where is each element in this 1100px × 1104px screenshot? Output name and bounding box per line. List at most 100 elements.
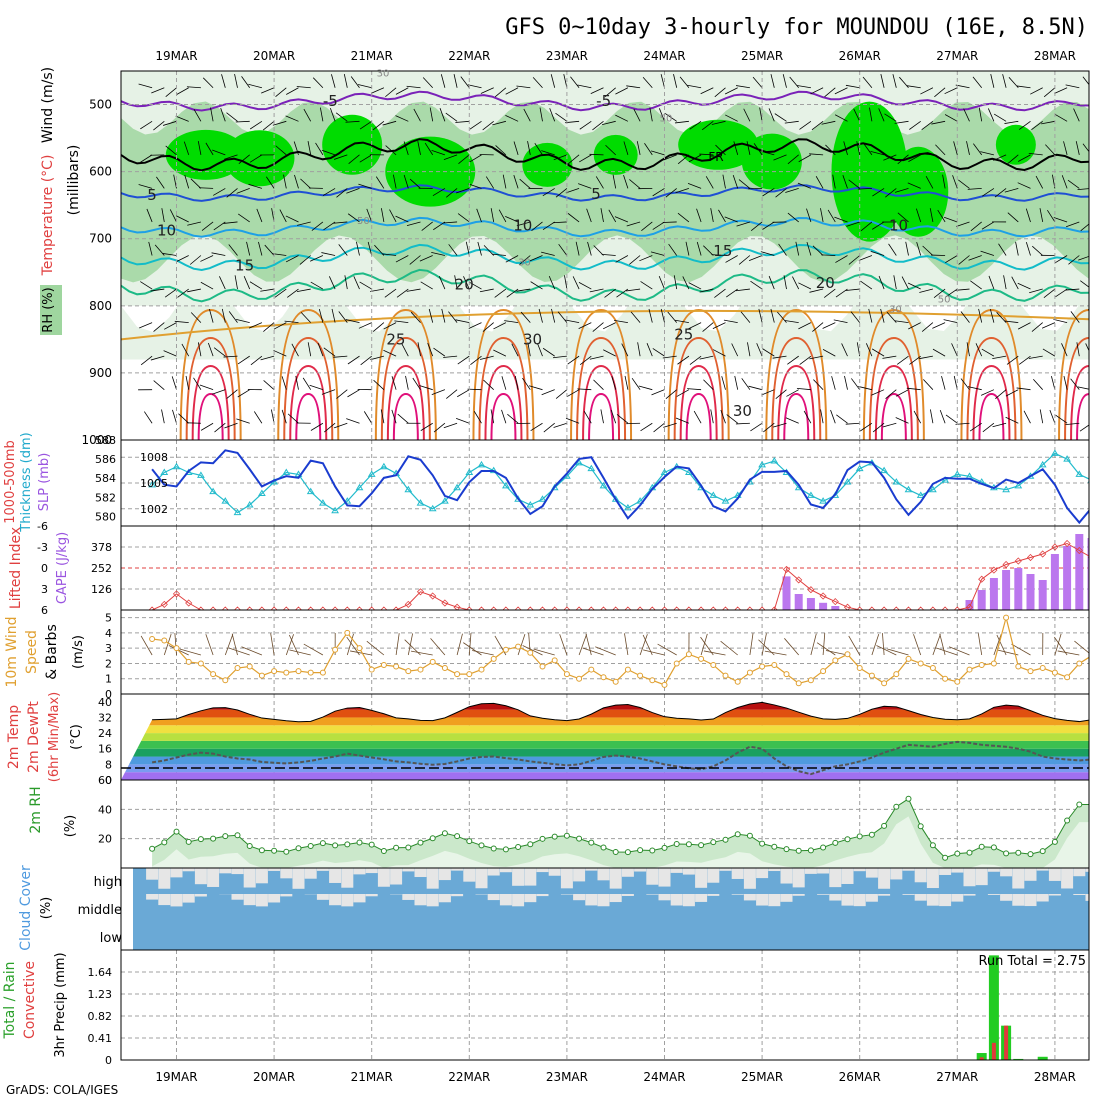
wind-barb-10m <box>624 633 627 655</box>
slp-ytick-label: 1008 <box>140 451 168 464</box>
rh-point <box>186 839 191 844</box>
ylabel-rh: RH (%) <box>41 287 56 332</box>
cloud-gap <box>256 868 268 883</box>
wind-barb <box>797 388 811 389</box>
rh-point <box>808 848 813 853</box>
cloud-level-label: middle <box>78 903 122 918</box>
wind-barb <box>593 380 603 390</box>
wind-barb <box>1053 319 1067 322</box>
wind-speed-point <box>174 646 179 651</box>
cloud-gap <box>1086 868 1098 872</box>
wind-barb-10m <box>469 633 471 655</box>
wind-speed-point <box>772 662 777 667</box>
wind-barb-10m <box>765 651 787 655</box>
wind-barb-10m <box>701 634 707 655</box>
ylabel-precip-3: 3hr Precip (mm) <box>53 952 68 1057</box>
wind-barb-10m <box>811 634 816 655</box>
wind-barb <box>483 323 494 332</box>
rh-point <box>564 833 569 838</box>
wind-barb <box>845 376 848 390</box>
rh-point <box>930 843 935 848</box>
ylabel-cape: CAPE (J/kg) <box>55 532 70 604</box>
cape-bar <box>1039 580 1047 610</box>
wind-barb <box>832 376 836 390</box>
isotherm-label: 5 <box>591 185 601 203</box>
wind-speed-point <box>662 682 667 687</box>
wind-speed-point <box>955 679 960 684</box>
wind-barb <box>639 386 652 390</box>
ylabel-wind-1: 10m Wind <box>4 616 20 687</box>
cloud-gap <box>768 894 780 906</box>
upper-ytick-label: 600 <box>89 165 112 179</box>
cloud-gap <box>622 894 634 896</box>
cloud-gap <box>158 894 170 905</box>
wind-speed-point <box>540 664 545 669</box>
wind-barb <box>836 415 847 423</box>
rh-point <box>662 845 667 850</box>
rh-point <box>1089 802 1094 807</box>
rh-point <box>638 848 643 853</box>
wind-barb <box>311 423 323 430</box>
cloud-gap <box>305 868 317 879</box>
rh-point <box>833 840 838 845</box>
cloud-gap <box>646 894 658 895</box>
cloud-gap <box>744 894 756 900</box>
temp-group <box>121 694 1100 780</box>
wind-speed-point <box>894 672 899 677</box>
cloud-row-bg <box>133 922 1089 950</box>
wind-barb <box>1091 390 1100 396</box>
rh-point <box>955 851 960 856</box>
ylabel-temperature: Temperature (°C) <box>40 155 56 277</box>
wind-speed-point <box>723 673 728 678</box>
wind-barb-10m <box>784 638 798 655</box>
cloud-gap <box>341 894 353 906</box>
cloud-gap <box>1073 894 1085 895</box>
cloud-gap <box>415 868 427 877</box>
wind-speed-point <box>394 664 399 669</box>
cloud-gap <box>927 894 939 906</box>
cloud-gap <box>524 868 536 886</box>
wind-speed-point <box>186 659 191 664</box>
cape-bar <box>1002 570 1010 610</box>
wind-speed-point <box>869 673 874 678</box>
upper-air-fields <box>121 71 1100 440</box>
slp-line <box>152 450 1100 522</box>
wind-speed-point <box>320 670 325 675</box>
thk-ytick-label: 588 <box>95 434 116 447</box>
cloud-gap <box>671 868 683 873</box>
cloud-gap <box>878 868 890 889</box>
cloud-gap <box>1025 894 1037 906</box>
temp-band <box>121 694 1089 702</box>
cloud-group <box>133 868 1100 950</box>
rh-point <box>442 831 447 836</box>
cloud-gap <box>500 868 512 872</box>
cloud-gap <box>1049 894 1061 895</box>
rh-point <box>150 846 155 851</box>
date-label-bottom: 27MAR <box>936 1070 978 1084</box>
rh-point <box>723 837 728 842</box>
wind-barb-10m <box>872 634 879 655</box>
wind-speed-point <box>845 652 850 657</box>
rh-point <box>418 840 423 845</box>
wind-speed-point <box>418 667 423 672</box>
isotherm-label: 20 <box>816 274 835 292</box>
temp-bands <box>121 694 1089 780</box>
freezing-label: FR <box>708 150 723 164</box>
cloud-gap <box>671 894 683 905</box>
date-label-top: 23MAR <box>546 49 588 63</box>
cloud-gap <box>256 894 268 906</box>
wind-speed-point <box>1028 669 1033 674</box>
wind-barb-10m <box>643 650 664 655</box>
wind-speed-point <box>930 666 935 671</box>
date-label-bottom: 23MAR <box>546 1070 588 1084</box>
cloud-gap <box>976 868 988 885</box>
wind-speed-point <box>808 678 813 683</box>
isotherm-label: 15 <box>713 242 732 260</box>
rh-point <box>967 850 972 855</box>
cloud-gap <box>988 894 1000 895</box>
wind-speed-point <box>357 646 362 651</box>
rh-point <box>369 842 374 847</box>
wind-barb <box>687 389 701 390</box>
wind-barb <box>1090 251 1100 256</box>
